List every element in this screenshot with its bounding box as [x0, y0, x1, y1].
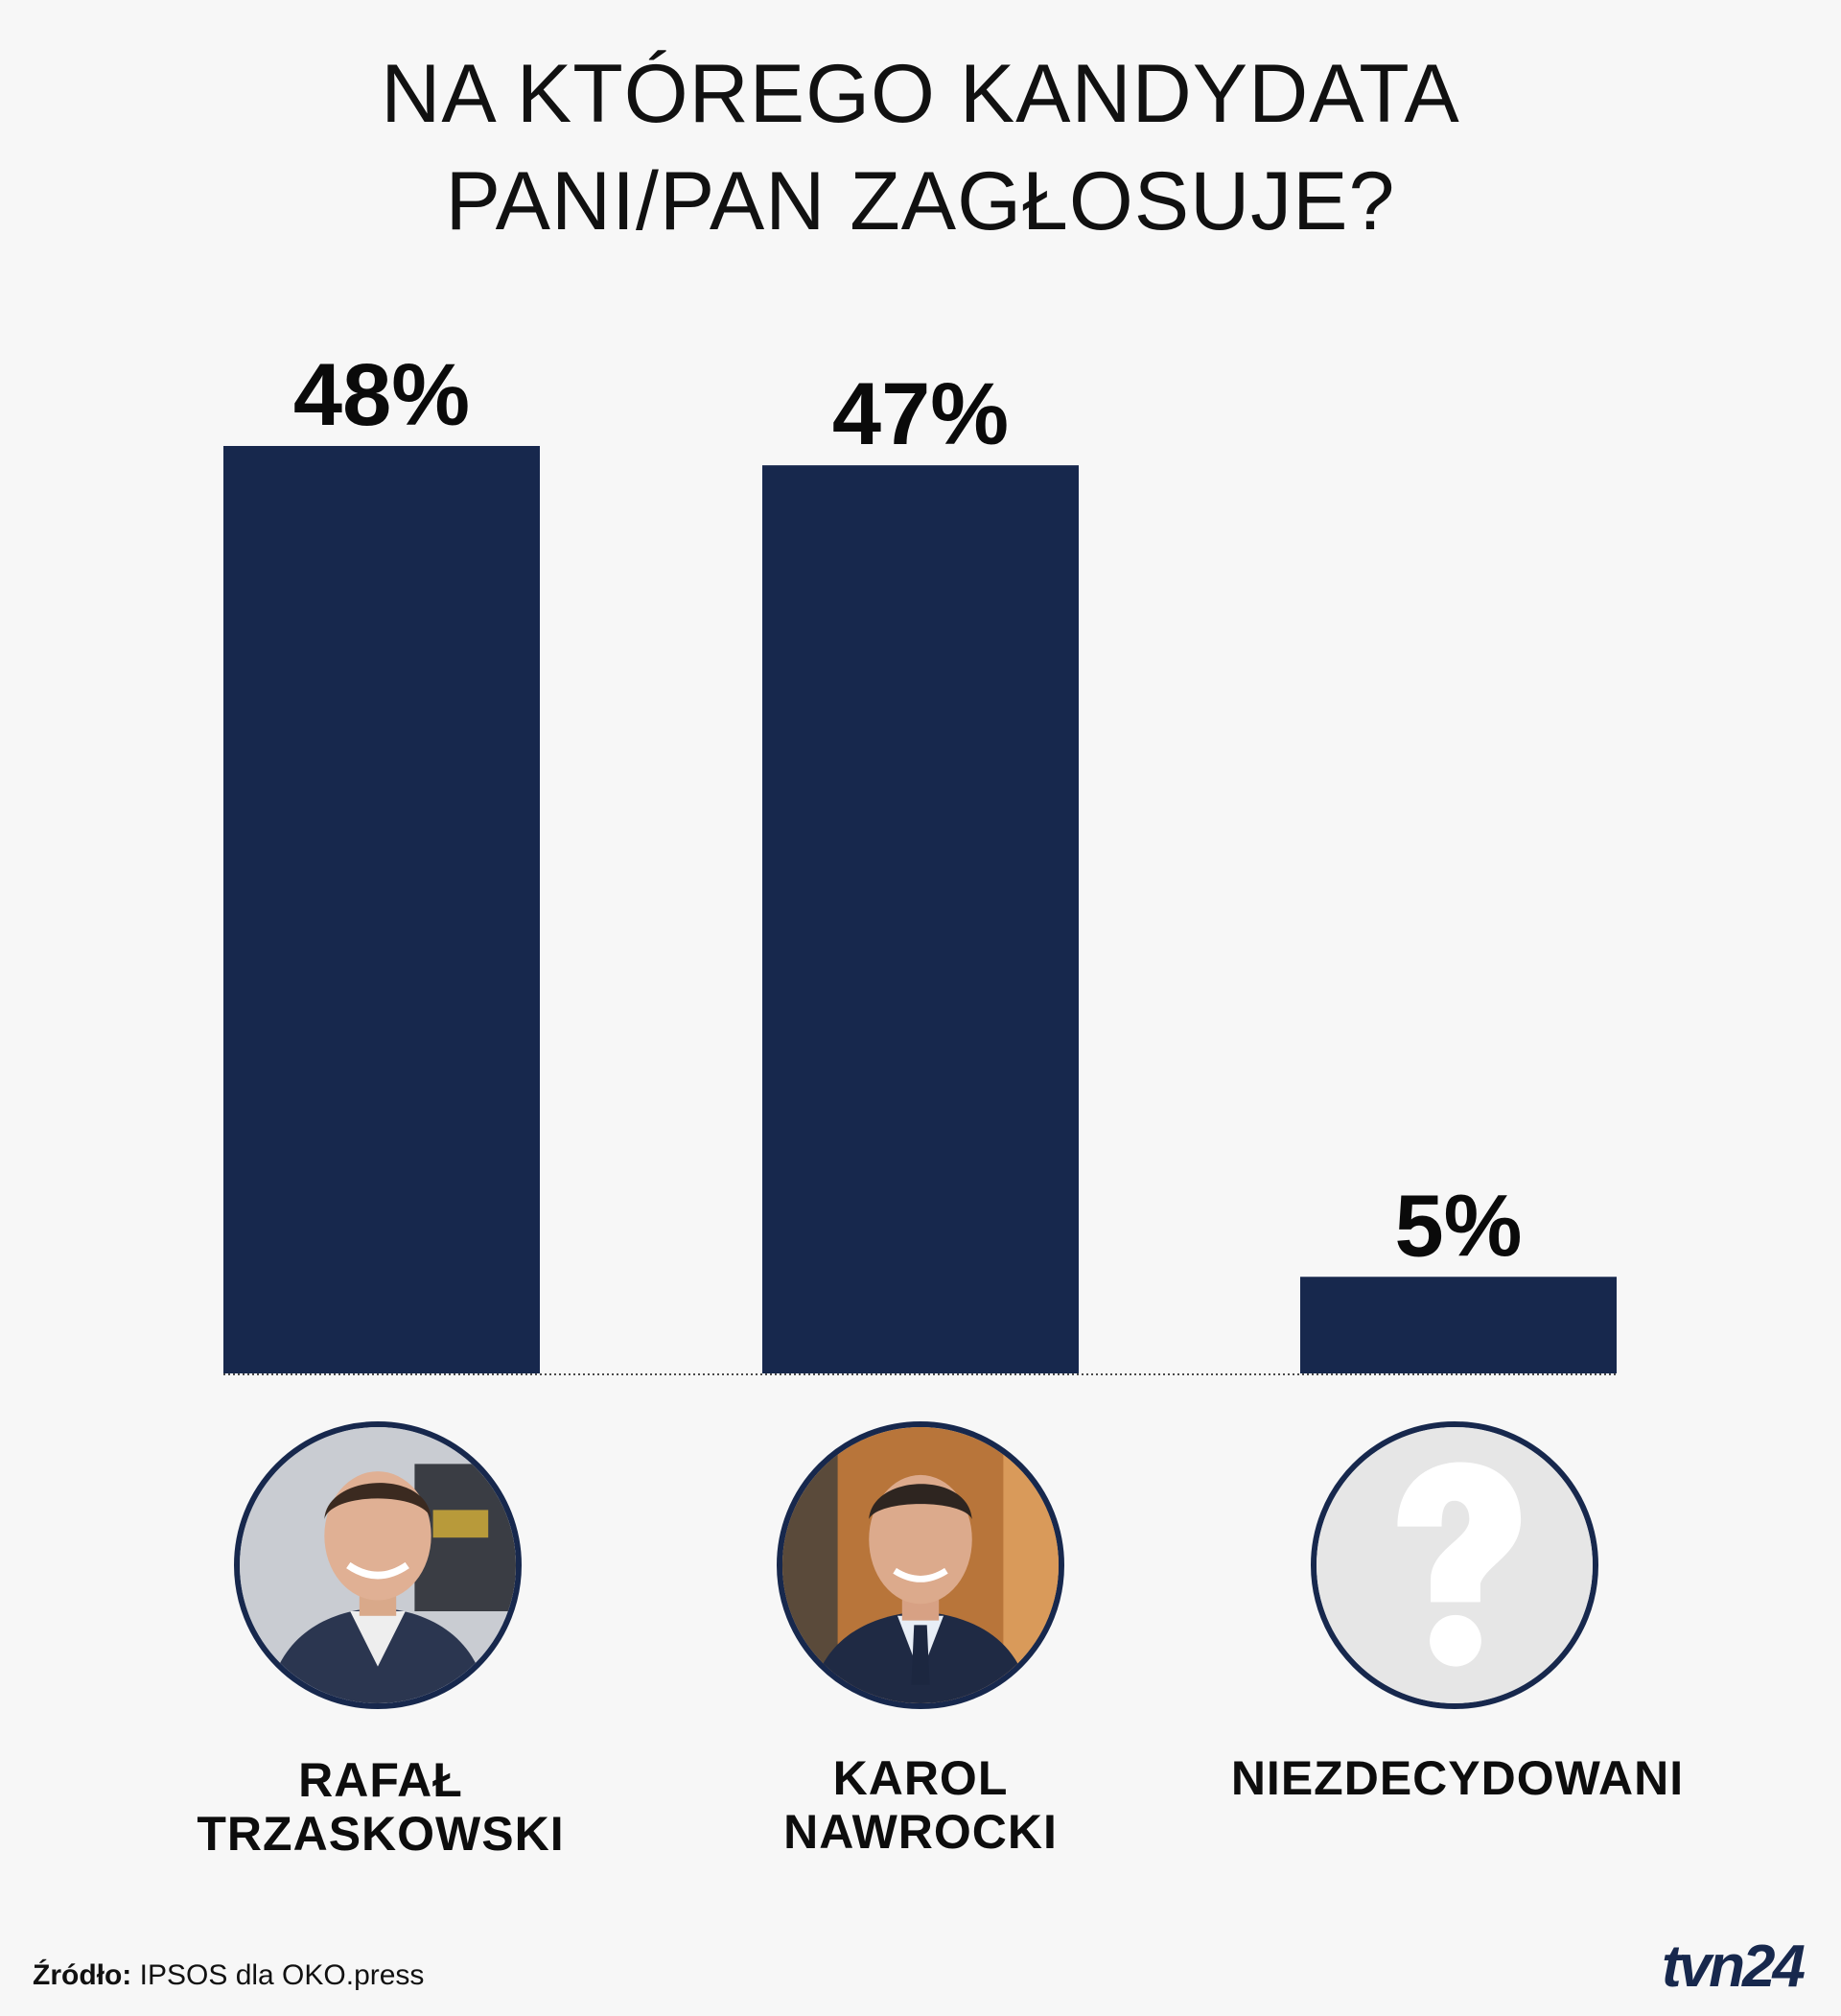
candidate-label-niezdecydowani: NIEZDECYDOWANI [1218, 1751, 1697, 1805]
candidate-name-line1: KAROL [832, 1751, 1009, 1805]
candidate-label-nawrocki: KAROL NAWROCKI [681, 1751, 1160, 1859]
bar-value-label-3: 5% [1395, 1177, 1523, 1275]
chart-title: NA KTÓREGO KANDYDATA PANI/PAN ZAGŁOSUJE? [0, 40, 1841, 255]
candidate-name-line1: RAFAŁ [298, 1753, 463, 1807]
bar-2 [762, 465, 1079, 1373]
bar-3 [1300, 1277, 1617, 1373]
avatar-niezdecydowani [1311, 1421, 1598, 1709]
candidate-name-line1: NIEZDECYDOWANI [1230, 1751, 1685, 1805]
person-photo-icon [782, 1427, 1059, 1703]
chart-title-line2: PANI/PAN ZAGŁOSUJE? [445, 155, 1396, 247]
avatar-trzaskowski [234, 1421, 522, 1709]
source-note: Źródło: IPSOS dla OKO.press [33, 1959, 424, 1992]
bar-value-label-1: 48% [293, 346, 470, 444]
source-text: IPSOS dla OKO.press [139, 1959, 425, 1991]
bar-chart: 48% 47% 5% [223, 346, 1617, 1375]
person-photo-icon [240, 1427, 516, 1703]
tvn24-logo: tvn24 [1662, 1934, 1806, 2000]
avatar-nawrocki [777, 1421, 1064, 1709]
question-mark-icon [1317, 1427, 1593, 1703]
chart-title-line1: NA KTÓREGO KANDYDATA [381, 48, 1460, 140]
source-label: Źródło: [33, 1959, 132, 1991]
candidate-name-line2: NAWROCKI [783, 1805, 1058, 1859]
bar-value-label-2: 47% [832, 365, 1009, 463]
candidate-label-trzaskowski: RAFAŁ TRZASKOWSKI [141, 1753, 620, 1861]
candidate-name-line2: TRZASKOWSKI [197, 1807, 565, 1861]
bar-1 [223, 446, 540, 1373]
